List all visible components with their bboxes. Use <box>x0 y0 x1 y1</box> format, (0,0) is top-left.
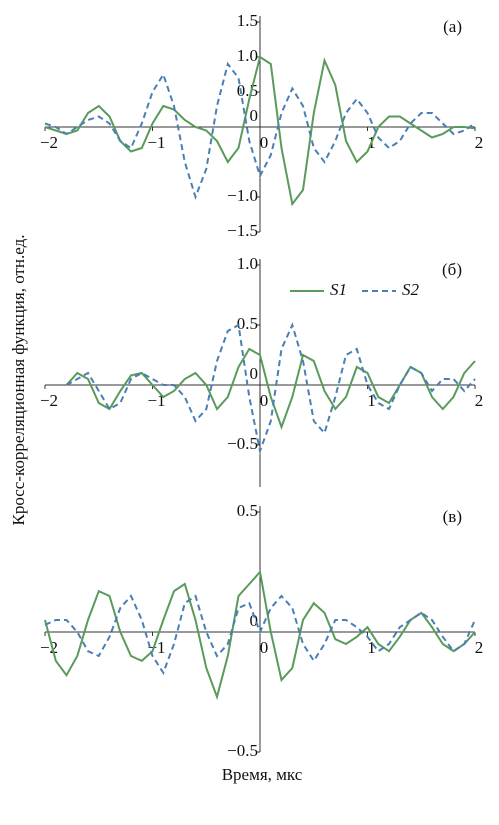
y-tick-label: 0 <box>250 611 259 630</box>
x-tick-label: −2 <box>40 638 58 657</box>
y-tick-label: 0 <box>250 106 259 125</box>
y-tick-label: −0.5 <box>227 434 258 453</box>
x-tick-label: −2 <box>40 391 58 410</box>
y-tick-label: 0 <box>250 364 259 383</box>
x-tick-label: −1 <box>147 133 165 152</box>
series-line <box>66 322 476 455</box>
series-line <box>44 594 476 676</box>
x-tick-label: 1 <box>367 638 376 657</box>
x-tick-label: 2 <box>475 638 484 657</box>
x-tick-label: 2 <box>475 391 484 410</box>
panel-label: (б) <box>442 260 462 279</box>
panel-label: (а) <box>443 17 462 36</box>
y-tick-label: 1.0 <box>237 46 258 65</box>
y-tick-label: −0.5 <box>227 741 258 760</box>
series-line <box>44 55 476 207</box>
series-line <box>44 61 476 201</box>
x-tick-label: −2 <box>40 133 58 152</box>
panel-label: (в) <box>443 507 462 526</box>
legend-label: S1 <box>330 280 347 299</box>
x-tick-label: 0 <box>260 391 269 410</box>
x-tick-label: 1 <box>367 391 376 410</box>
x-tick-label: 0 <box>260 638 269 657</box>
x-axis-label: Время, мкс <box>222 765 303 784</box>
y-tick-label: 1.5 <box>237 11 258 30</box>
x-tick-label: 2 <box>475 133 484 152</box>
legend-label: S2 <box>402 280 420 299</box>
y-tick-label: −1.5 <box>227 221 258 240</box>
x-tick-label: 0 <box>260 133 269 152</box>
y-axis-label: Кросс-корреляционная функция, отн.ед. <box>9 234 28 525</box>
y-tick-label: 0.5 <box>237 314 258 333</box>
y-tick-label: −1.0 <box>227 186 258 205</box>
x-tick-label: −1 <box>147 391 165 410</box>
y-tick-label: 0.5 <box>237 501 258 520</box>
y-tick-label: 1.0 <box>237 254 258 273</box>
